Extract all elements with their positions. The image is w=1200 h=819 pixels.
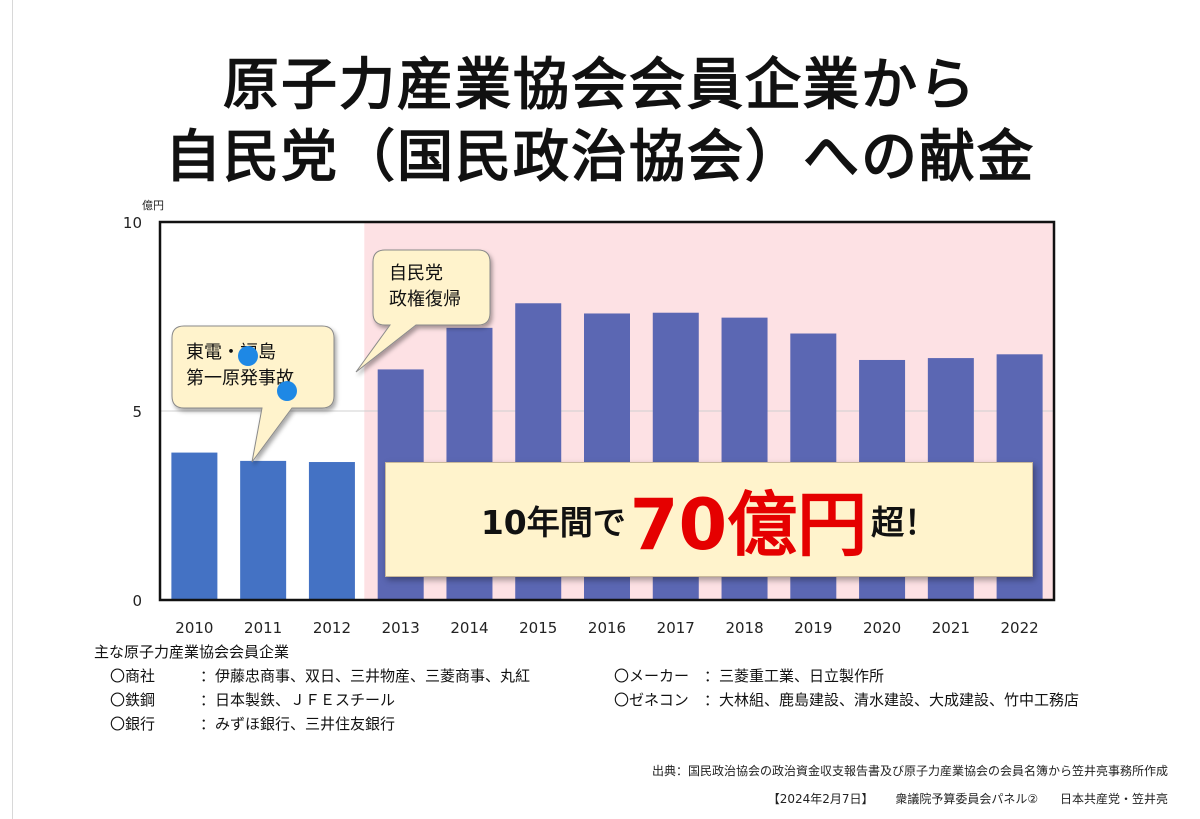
x-tick-2019: 2019 [794, 619, 832, 637]
bar-2011 [240, 460, 287, 600]
annotation-ldp-return-line-2: 政権復帰 [389, 289, 461, 310]
callout-prefix: 10年間で [480, 502, 626, 542]
annotation-ldp-return-line-1: 自民党 [389, 263, 443, 284]
marker-dot [277, 381, 297, 401]
chart-title-line-2: 自民党（国民政治協会）への献金 [165, 125, 1035, 190]
x-tick-2020: 2020 [863, 619, 901, 637]
members-heading: 主な原子力産業協会会員企業 [94, 643, 290, 661]
chart-title-line-1: 原子力産業協会会員企業から [223, 53, 977, 118]
x-tick-2017: 2017 [657, 619, 695, 637]
page-edge-rule [12, 0, 13, 819]
category-bank: 〇銀行 [110, 715, 156, 733]
x-tick-labels: 2010 2011 2012 2013 2014 2015 2016 2017 2018 2019… [175, 619, 1038, 637]
y-tick-10: 10 [123, 214, 142, 232]
y-tick-5: 5 [132, 403, 142, 421]
x-tick-2011: 2011 [244, 619, 282, 637]
companies-manufacturer: ：三菱重工業、日立製作所 [704, 667, 885, 685]
y-tick-labels: 0 5 10 [123, 214, 142, 610]
footer: 【2024年2月7日】 衆議院予算委員会パネル② 日本共産党・笠井亮 [750, 790, 1168, 807]
x-tick-2018: 2018 [725, 619, 763, 637]
companies-trading: ：伊藤忠商事、双日、三井物産、三菱商事、丸紅 [200, 667, 531, 685]
member-companies: 主な原子力産業協会会員企業 〇商社 ：伊藤忠商事、双日、三井物産、三菱商事、丸紅… [94, 640, 1174, 736]
marker-dot [238, 346, 258, 366]
bar-2012 [308, 462, 355, 600]
footer-panel: 衆議院予算委員会パネル② [895, 792, 1039, 806]
annotation-fukushima [171, 325, 335, 463]
category-trading: 〇商社 [110, 667, 156, 685]
members-row: 〇商社 ：伊藤忠商事、双日、三井物産、三菱商事、丸紅 〇メーカー ：三菱重工業、… [94, 664, 1174, 688]
x-tick-2016: 2016 [588, 619, 626, 637]
footer-author: 日本共産党・笠井亮 [1059, 792, 1168, 806]
companies-general-contractor: ：大林組、鹿島建設、清水建設、大成建設、竹中工務店 [704, 691, 1080, 709]
y-unit-label: 億円 [142, 199, 164, 212]
category-steel: 〇鉄鋼 [110, 691, 156, 709]
members-row: 〇銀行 ：みずほ銀行、三井住友銀行 [94, 712, 1174, 736]
x-tick-2022: 2022 [1001, 619, 1039, 637]
annotation-ldp-return [355, 249, 491, 373]
plot-frame [158, 220, 1056, 602]
source-note: 出典：国民政治協会の政治資金収支報告書及び原子力産業協会の会員名簿から笠井亮事務… [651, 764, 1168, 778]
category-general-contractor: 〇ゼネコン [614, 691, 689, 709]
x-tick-2012: 2012 [313, 619, 351, 637]
x-tick-2021: 2021 [932, 619, 970, 637]
x-tick-2014: 2014 [450, 619, 488, 637]
footer-date: 【2024年2月7日】 [767, 792, 874, 806]
x-tick-2013: 2013 [382, 619, 420, 637]
companies-bank: ：みずほ銀行、三井住友銀行 [200, 715, 396, 733]
annotation-fukushima-line-1: 東電・福島 [186, 342, 276, 363]
y-tick-0: 0 [132, 592, 142, 610]
callout-amount: 70億円 [629, 484, 868, 566]
callout-suffix: 超！ [871, 502, 938, 542]
x-tick-2010: 2010 [175, 619, 213, 637]
bar-2010 [171, 452, 218, 600]
x-tick-2015: 2015 [519, 619, 557, 637]
members-row: 〇鉄鋼 ：日本製鉄、ＪＦＥスチール 〇ゼネコン ：大林組、鹿島建設、清水建設、大… [94, 688, 1174, 712]
annotation-fukushima-line-2: 第一原発事故 [186, 368, 294, 389]
total-callout-box: 10年間で 70億円 超！ [385, 462, 1033, 577]
category-manufacturer: 〇メーカー [614, 667, 690, 685]
companies-steel: ：日本製鉄、ＪＦＥスチール [200, 691, 396, 709]
